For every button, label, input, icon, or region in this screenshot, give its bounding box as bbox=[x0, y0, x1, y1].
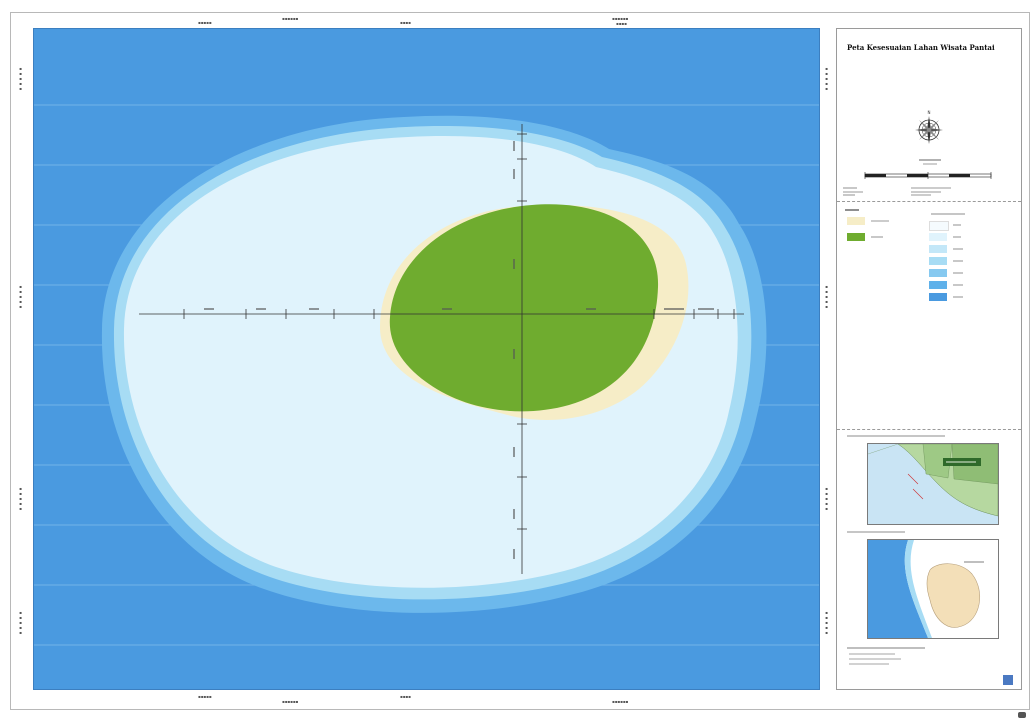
legend-labels-left bbox=[871, 220, 889, 238]
legend-swatch-land bbox=[847, 233, 865, 241]
left-coord-tick: ▪▪▪▪▪ bbox=[18, 284, 23, 309]
depth-swatch-3 bbox=[929, 245, 947, 253]
legend-heading-mark bbox=[845, 209, 859, 211]
bottom-coord-tick: ▪▪▪▪▪ bbox=[198, 694, 212, 699]
depth-swatch-6 bbox=[929, 281, 947, 289]
province-inset-map bbox=[867, 443, 999, 525]
page-corner-mark bbox=[1018, 712, 1026, 718]
depth-swatch-7 bbox=[929, 293, 947, 301]
projection-info-marks bbox=[843, 187, 951, 196]
depth-swatch-4 bbox=[929, 257, 947, 265]
map-title: Peta Kesesuaian Lahan Wisata Pantai bbox=[847, 43, 995, 52]
legend-panel: Peta Kesesuaian Lahan Wisata Pantai N bbox=[836, 28, 1022, 690]
inset-heading-mark bbox=[847, 531, 905, 533]
top-coord-tick: ▪▪▪▪▪▪ bbox=[282, 16, 299, 21]
scale-bar-icon bbox=[864, 172, 992, 179]
right-coord-tick: ▪▪▪▪▪ bbox=[824, 284, 829, 309]
depth-legend-heading-mark bbox=[931, 213, 965, 215]
map-frame bbox=[10, 12, 1030, 710]
left-coord-tick: ▪▪▪▪▪ bbox=[18, 610, 23, 635]
right-coord-tick: ▪▪▪▪▪ bbox=[824, 610, 829, 635]
top-coord-tick: ▪▪▪▪▪▪ bbox=[612, 16, 629, 21]
divider bbox=[837, 201, 1021, 202]
depth-labels bbox=[953, 224, 963, 298]
top-coord-tick: ▪▪▪▪▪ bbox=[198, 20, 212, 25]
right-coord-tick: ▪▪▪▪▪ bbox=[824, 66, 829, 91]
source-notes-marks bbox=[847, 647, 925, 665]
right-coord-tick: ▪▪▪▪▪ bbox=[824, 486, 829, 511]
left-coord-tick: ▪▪▪▪▪ bbox=[18, 66, 23, 91]
top-coord-tick: ▪▪▪▪ bbox=[400, 20, 411, 25]
depth-swatch-5 bbox=[929, 269, 947, 277]
legend-swatch-beach bbox=[847, 217, 865, 225]
bottom-coord-tick: ▪▪▪▪ bbox=[400, 694, 411, 699]
compass-rose-icon: N bbox=[915, 110, 943, 144]
logo-icon bbox=[1003, 675, 1013, 685]
bottom-coord-tick: ▪▪▪▪▪▪ bbox=[282, 699, 299, 704]
bottom-coord-tick: ▪▪▪▪▪▪ bbox=[612, 699, 629, 704]
map-canvas bbox=[34, 104, 819, 646]
measurement-lines bbox=[139, 124, 744, 574]
main-map[interactable] bbox=[33, 28, 820, 690]
island-land bbox=[389, 204, 659, 412]
svg-text:N: N bbox=[928, 110, 931, 115]
depth-swatch-2 bbox=[929, 233, 947, 241]
left-coord-tick: ▪▪▪▪▪ bbox=[18, 486, 23, 511]
inset-heading-mark bbox=[847, 435, 945, 437]
scale-text-marks bbox=[919, 159, 941, 165]
divider bbox=[837, 429, 1021, 430]
transect-ticks bbox=[183, 133, 735, 530]
island-inset-map bbox=[867, 539, 999, 639]
depth-swatch-1 bbox=[929, 221, 949, 231]
transect-distance-marks bbox=[204, 141, 714, 559]
top-coord-tick: ▪▪▪▪ bbox=[616, 21, 627, 26]
